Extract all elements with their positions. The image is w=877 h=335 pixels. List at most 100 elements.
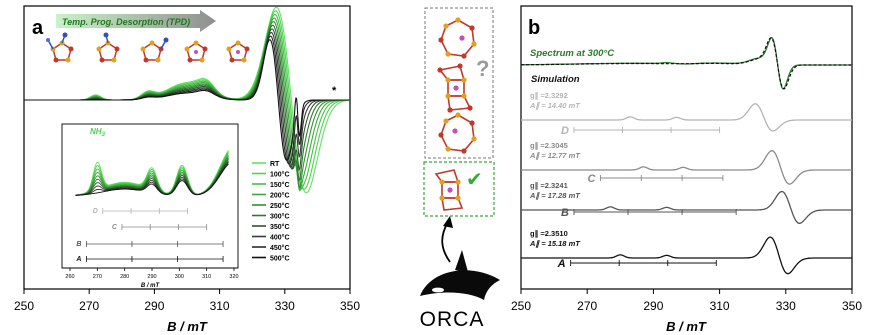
inset-x-axis: 260 270 280 290 300 310 320 <box>62 267 239 280</box>
x-tick-label: 270 <box>79 299 99 313</box>
x-tick-label: 250 <box>511 299 531 313</box>
inset-x-tick-label: 260 <box>65 274 74 280</box>
candidate-structure-3 <box>438 112 477 154</box>
site-g-label: g∥ =2.3292 <box>530 91 568 100</box>
panel-a-x-axis: 250 270 290 310 330 350 <box>14 289 360 313</box>
check-mark-icon: ✔ <box>466 167 483 191</box>
legend-label: 250°C <box>270 202 290 210</box>
inset-x-tick-label: 270 <box>93 274 102 280</box>
molecule-icon-4 <box>184 40 208 63</box>
panel-a-spectra <box>24 6 350 194</box>
site-a-label: A∥ = 14.40 mT <box>529 101 581 110</box>
inset-site-label: B <box>76 241 81 248</box>
curved-arrow-head <box>443 216 453 228</box>
legend-label: 300°C <box>270 213 290 221</box>
molecule-structures <box>46 32 250 63</box>
site-g-label: g∥ =2.3045 <box>530 141 568 150</box>
site-letter-D: D <box>561 125 569 137</box>
legend-label: RT <box>270 161 280 168</box>
site-letter-C: C <box>587 173 596 185</box>
tpd-label: Temp. Prog. Desorption (TPD) <box>62 17 190 27</box>
selected-structure <box>434 169 464 211</box>
inset-x-tick-label: 320 <box>229 274 238 280</box>
x-tick-label: 330 <box>776 299 796 313</box>
panel-a-frame <box>23 5 351 290</box>
inset-stick-markers: D C B A <box>75 208 224 263</box>
panel-b: b Spectrum at 300°C Simulation Dg∥ =2.32… <box>511 5 862 334</box>
x-tick-label: 250 <box>14 299 34 313</box>
tpd-arrow <box>56 10 216 32</box>
legend-label: 200°C <box>270 192 290 200</box>
legend-label: 500°C <box>270 255 290 263</box>
legend-label: 100°C <box>270 171 290 179</box>
inset-label-main: NH <box>90 127 102 136</box>
simulated-spectrum <box>521 37 852 90</box>
site-spectrum-D <box>521 103 852 132</box>
x-tick-label: 310 <box>210 299 230 313</box>
inset-frame <box>61 123 239 269</box>
inset-x-tick-label: 280 <box>120 274 129 280</box>
cluster-structures: ? ✔ ORCA <box>420 7 500 331</box>
x-tick-label: 310 <box>710 299 730 313</box>
spectrum-label: Spectrum at 300°C <box>530 48 614 59</box>
inset-x-tick-label: 300 <box>175 274 184 280</box>
inset-site-label: C <box>112 224 118 231</box>
panel-b-frame <box>520 5 853 290</box>
selected-structure-box <box>423 161 495 217</box>
site-spectrum-B <box>521 190 852 224</box>
site-letter-B: B <box>561 207 569 219</box>
candidate-structure-1 <box>438 17 477 59</box>
molecule-icon-1 <box>46 32 74 63</box>
site-a-label: A∥ = 12.77 mT <box>529 151 581 160</box>
inset-site-label: A <box>75 256 81 263</box>
x-tick-label: 290 <box>144 299 164 313</box>
candidate-structures-box <box>424 7 494 159</box>
panel-b-label: b <box>528 17 540 39</box>
curved-arrow-icon <box>441 221 451 263</box>
panel-a: a Temp. Prog. Desorption (TPD) <box>14 5 360 334</box>
panel-a-inset: NH3 D C B A 260 270 280 290 300 310 320 B / mT <box>61 123 239 289</box>
x-tick-label: 330 <box>275 299 295 313</box>
site-spectrum-A <box>521 236 852 275</box>
site-a-label: A∥ = 15.18 mT <box>529 239 581 248</box>
inset-site-label: D <box>93 208 98 215</box>
site-letter-A: A <box>557 258 566 270</box>
simulation-label: Simulation <box>531 74 580 85</box>
site-g-label: g∥ =2.3510 <box>530 229 568 238</box>
inset-label-sub: 3 <box>102 132 106 138</box>
panel-b-x-axis: 250 270 290 310 330 350 <box>511 289 862 313</box>
temperature-legend: RT 100°C 150°C 200°C 250°C 300°C 350°C 400°C 450… <box>252 161 290 263</box>
inset-spectra <box>75 150 229 196</box>
legend-label: 400°C <box>270 234 290 242</box>
orca-logo: ORCA <box>420 250 500 331</box>
question-mark: ? <box>476 56 489 81</box>
legend-label: 450°C <box>270 244 290 252</box>
site-spectrum-C <box>521 150 852 185</box>
x-tick-label: 270 <box>577 299 597 313</box>
inset-spectrum-line-10 <box>75 163 229 196</box>
inset-x-axis-title: B / mT <box>141 283 161 289</box>
legend-label: 150°C <box>270 181 290 189</box>
site-a-label: A∥ = 17.28 mT <box>529 191 581 200</box>
inset-label: NH3 <box>90 127 106 138</box>
molecule-icon-5 <box>226 40 250 63</box>
panel-a-label: a <box>32 17 44 39</box>
panel-b-x-axis-title: B / mT <box>666 319 707 334</box>
asterisk-marker: * <box>332 85 337 97</box>
inset-x-tick-label: 290 <box>147 274 156 280</box>
x-tick-label: 290 <box>643 299 663 313</box>
candidate-structure-2 <box>437 63 473 113</box>
site-g-label: g∥ =2.3241 <box>530 181 568 190</box>
spectrum-line-10 <box>24 39 350 161</box>
legend-label: 350°C <box>270 223 290 231</box>
inset-x-tick-label: 310 <box>202 274 211 280</box>
panel-b-spectra <box>521 37 852 275</box>
orca-label: ORCA <box>420 308 485 331</box>
molecule-icon-3 <box>140 37 169 63</box>
x-tick-label: 350 <box>340 299 360 313</box>
x-tick-label: 350 <box>842 299 862 313</box>
molecule-icon-2 <box>96 32 120 63</box>
panel-a-x-axis-title: B / mT <box>167 319 208 334</box>
